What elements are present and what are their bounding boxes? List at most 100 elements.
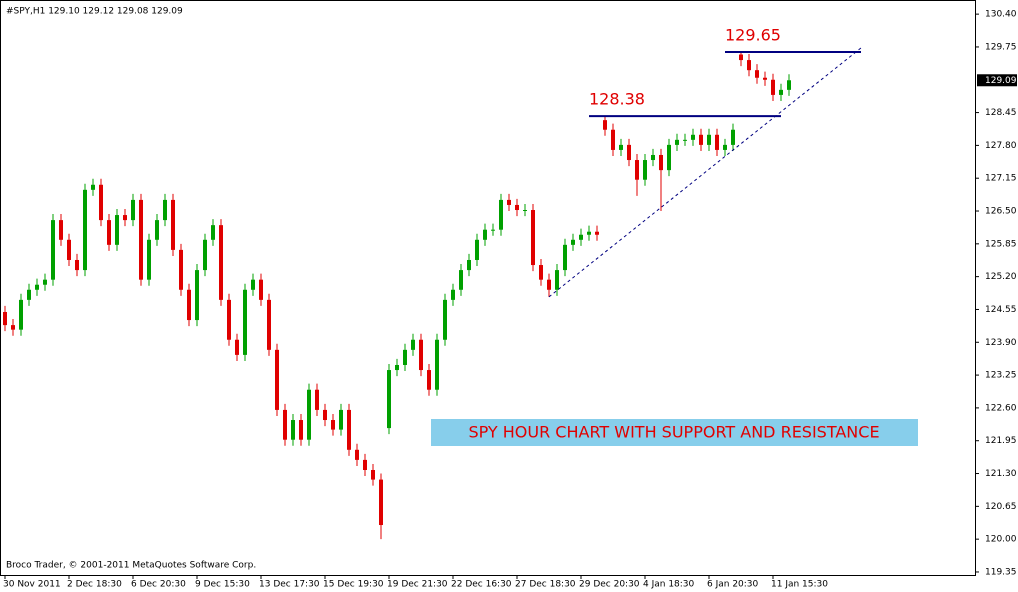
y-tick-label: 119.35 [985, 567, 1017, 577]
candle-body [387, 370, 391, 429]
candle-body [539, 265, 543, 280]
candle-body [459, 270, 463, 290]
candle-body [355, 449, 359, 460]
x-tick-label: 9 Dec 15:30 [195, 580, 250, 590]
candle-body [755, 70, 759, 78]
last-price-box [977, 74, 1017, 87]
candle-body [683, 139, 687, 141]
candle-body [499, 199, 503, 230]
candle-body [707, 134, 711, 145]
candle-body [331, 420, 335, 430]
candle-body [123, 215, 127, 221]
candle-body [139, 199, 143, 280]
candle-body [147, 239, 151, 280]
candle-body [315, 389, 319, 410]
candle-body [83, 189, 87, 271]
resistance-label: 129.65 [725, 25, 781, 44]
y-tick-label: 125.20 [985, 272, 1017, 282]
y-tick-label: 124.55 [985, 305, 1017, 315]
candle-body [763, 77, 767, 80]
candle-body [251, 279, 255, 290]
candle-body [155, 220, 159, 240]
candle-body [403, 349, 407, 365]
candle-body [515, 204, 519, 211]
candle-body [163, 199, 167, 221]
candle-body [467, 259, 471, 271]
candle-body [219, 225, 223, 300]
candle-body [235, 339, 239, 355]
y-tick-label: 129.75 [985, 42, 1017, 52]
candle-body [451, 289, 455, 300]
candle-body [43, 279, 47, 285]
candle-body [379, 479, 383, 526]
candle-body [635, 160, 639, 180]
y-tick-label: 128.45 [985, 108, 1017, 118]
candle-body [195, 270, 199, 321]
candle-body [299, 420, 303, 440]
candle-body [275, 349, 279, 410]
y-tick-label: 121.95 [985, 436, 1017, 446]
candle-body [699, 134, 703, 145]
x-tick-label: 13 Dec 17:30 [259, 580, 320, 590]
candle-body [27, 289, 31, 300]
support-trend-line [548, 47, 862, 298]
y-tick-label: 123.25 [985, 371, 1017, 381]
candle-body [595, 231, 599, 235]
annotation: SPY HOUR CHART WITH SUPPORT AND RESISTAN… [468, 423, 879, 442]
candle-body [611, 129, 615, 150]
candle-body [115, 215, 119, 245]
x-tick-label: 6 Jan 20:30 [707, 580, 759, 590]
candle-body [171, 199, 175, 250]
candle-body [483, 229, 487, 240]
candle-body [131, 199, 135, 221]
y-tick-label: 127.15 [985, 174, 1017, 184]
candle-body [731, 129, 735, 145]
candle-body [227, 299, 231, 340]
candle-body [371, 469, 375, 480]
candle-body [291, 420, 295, 440]
candle-body [395, 364, 399, 371]
candle-body [691, 134, 695, 140]
x-tick-label: 30 Nov 2011 [3, 580, 61, 590]
candle-body [347, 409, 351, 450]
y-tick-label: 120.65 [985, 502, 1017, 512]
y-tick-label: 121.30 [985, 469, 1017, 479]
x-tick-label: 29 Dec 20:30 [579, 580, 640, 590]
candle-body [203, 239, 207, 271]
candle-body [651, 154, 655, 161]
x-tick-label: 4 Jan 18:30 [643, 580, 695, 590]
candle-body [659, 154, 663, 171]
candle-body [747, 60, 751, 71]
candle-body [267, 299, 271, 350]
chart-header: #SPY,H1 129.10 129.12 129.08 129.09 [6, 7, 183, 17]
candle-body [67, 239, 71, 260]
candle-body [91, 184, 95, 190]
candle-body [107, 220, 111, 245]
candle-body [339, 409, 343, 430]
candle-body [787, 80, 791, 90]
candle-body [35, 284, 39, 290]
x-tick-label: 2 Dec 18:30 [67, 580, 122, 590]
candle-body [99, 184, 103, 221]
candle-body [771, 79, 775, 95]
candle-body [307, 389, 311, 440]
candle-body [19, 299, 23, 330]
y-tick-label: 125.85 [985, 239, 1017, 249]
last-price-label: 129.09 [985, 76, 1017, 86]
y-tick-label: 122.60 [985, 403, 1017, 413]
candle-body [531, 210, 535, 266]
candle-body [363, 459, 367, 470]
candle-body [411, 339, 415, 350]
y-tick-label: 127.80 [985, 141, 1017, 151]
candle-body [211, 225, 215, 240]
candle-body [11, 325, 15, 330]
candle-body [187, 289, 191, 321]
y-tick-label: 120.00 [985, 535, 1017, 545]
candle-body [675, 139, 679, 145]
candle-body [3, 311, 7, 326]
candle-body [667, 144, 671, 171]
candle-body [507, 199, 511, 205]
candle-body [59, 220, 63, 240]
candle-body [603, 120, 607, 130]
